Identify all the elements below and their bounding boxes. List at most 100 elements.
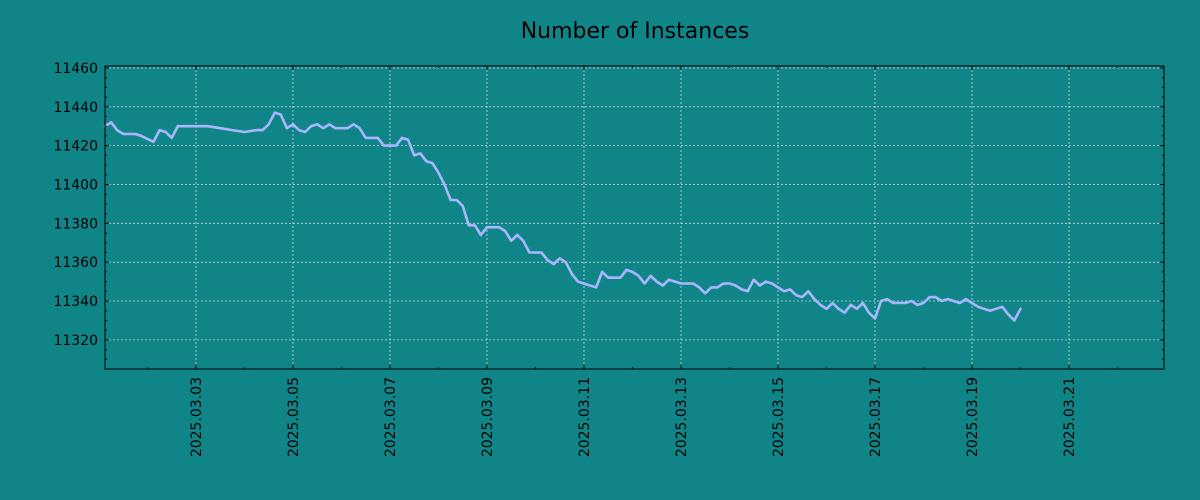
data-point xyxy=(783,290,785,293)
data-point xyxy=(152,141,155,143)
data-point xyxy=(292,123,294,126)
data-point xyxy=(692,282,694,285)
x-tick-label: 2025.03.17 xyxy=(868,377,884,457)
data-point xyxy=(474,224,476,227)
data-point xyxy=(916,304,919,306)
data-point xyxy=(352,123,355,126)
data-point xyxy=(698,286,700,289)
data-point xyxy=(619,276,622,279)
x-axis: 2025.03.03 2025.03.05 2025.03.07 2025.03.09… xyxy=(146,66,1119,457)
data-point xyxy=(856,308,858,310)
data-point xyxy=(116,129,118,131)
data-point xyxy=(164,131,167,133)
data-point xyxy=(1001,306,1004,308)
data-point xyxy=(140,135,143,137)
data-point xyxy=(243,131,246,133)
y-tick-label: 11420 xyxy=(53,139,98,155)
data-point xyxy=(413,154,416,157)
data-point xyxy=(777,286,779,289)
data-point xyxy=(631,271,634,273)
data-point xyxy=(461,205,464,207)
data-point xyxy=(122,133,124,135)
data-point xyxy=(625,269,628,271)
data-point xyxy=(401,137,403,139)
data-point xyxy=(607,276,609,279)
x-tick-label: 2025.03.13 xyxy=(674,377,690,457)
y-tick-label: 11340 xyxy=(53,294,98,310)
data-point xyxy=(765,280,767,283)
data-point xyxy=(874,317,876,320)
data-point xyxy=(953,300,955,302)
data-point xyxy=(759,284,761,287)
data-point xyxy=(110,121,112,124)
data-point xyxy=(940,300,943,302)
data-point xyxy=(837,308,840,310)
data-point xyxy=(819,304,822,306)
y-tick-label: 11400 xyxy=(53,177,98,193)
data-point xyxy=(528,251,531,254)
data-point xyxy=(589,284,591,287)
data-point xyxy=(680,282,682,285)
data-point xyxy=(310,125,312,127)
data-point xyxy=(468,224,470,227)
data-point xyxy=(971,302,973,304)
data-point xyxy=(571,273,573,275)
data-point xyxy=(431,162,434,164)
data-point xyxy=(565,261,567,264)
data-point xyxy=(443,183,446,186)
data-point xyxy=(334,127,337,129)
data-point xyxy=(486,226,488,228)
data-point xyxy=(813,298,816,300)
x-tick-label: 2025.03.09 xyxy=(480,377,496,457)
data-point xyxy=(752,278,755,281)
data-point xyxy=(219,127,221,129)
data-point xyxy=(1013,319,1016,322)
data-point xyxy=(407,139,409,141)
x-tick-label: 2025.03.05 xyxy=(286,377,302,457)
data-point xyxy=(886,298,888,300)
x-tick-label: 2025.03.21 xyxy=(1062,377,1078,457)
data-point xyxy=(965,298,967,300)
data-point xyxy=(274,111,276,114)
data-point xyxy=(989,309,991,312)
data-point xyxy=(643,282,646,285)
data-point xyxy=(577,280,579,283)
x-tick-label: 2025.03.15 xyxy=(771,377,787,457)
data-point xyxy=(510,240,512,242)
x-tick-label: 2025.03.03 xyxy=(189,377,205,457)
data-point xyxy=(947,298,949,300)
data-point xyxy=(831,302,834,304)
data-point xyxy=(704,292,706,295)
data-point xyxy=(668,278,670,281)
x-tick-label: 2025.03.11 xyxy=(577,377,593,457)
data-point xyxy=(261,129,264,131)
data-point xyxy=(395,144,397,147)
data-point xyxy=(377,137,379,139)
data-point xyxy=(716,286,719,289)
data-point xyxy=(722,282,725,285)
data-point xyxy=(655,280,658,283)
data-point xyxy=(546,259,549,262)
data-point xyxy=(419,152,422,155)
data-point xyxy=(498,226,500,228)
data-point xyxy=(771,282,773,285)
grid xyxy=(105,66,1164,369)
data-point xyxy=(280,113,282,116)
data-point xyxy=(849,304,852,306)
data-point xyxy=(922,302,925,304)
data-point xyxy=(455,199,458,201)
data-point xyxy=(649,275,652,277)
data-point xyxy=(928,296,931,298)
data-point xyxy=(868,311,870,314)
chart-title: Number of Instances xyxy=(521,19,750,44)
data-point xyxy=(170,137,173,139)
data-point xyxy=(1007,313,1010,316)
data-point xyxy=(801,296,803,298)
data-point xyxy=(795,294,797,297)
data-point xyxy=(522,240,525,242)
data-point xyxy=(934,296,937,298)
data-point xyxy=(740,288,743,291)
y-tick-label: 11320 xyxy=(53,333,98,349)
data-point xyxy=(449,199,452,201)
plot-frame xyxy=(104,65,1165,370)
